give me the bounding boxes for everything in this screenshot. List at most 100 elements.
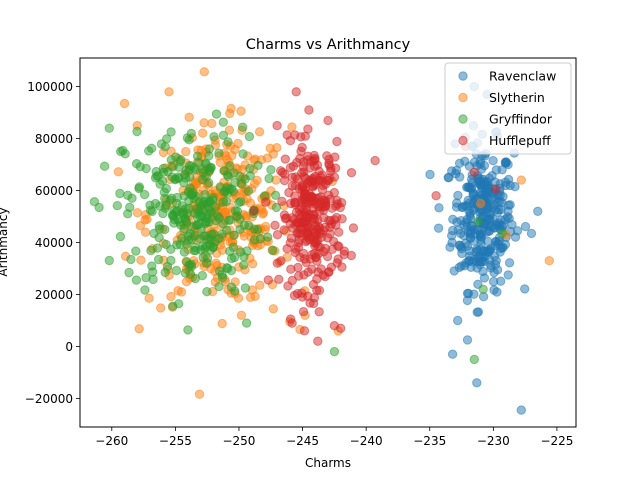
data-point bbox=[503, 206, 513, 216]
data-point bbox=[299, 326, 310, 336]
data-point bbox=[286, 233, 297, 243]
data-point bbox=[261, 221, 271, 232]
data-point bbox=[243, 186, 254, 196]
data-point bbox=[233, 138, 243, 149]
data-point bbox=[304, 105, 314, 115]
data-point bbox=[456, 216, 466, 226]
data-point bbox=[287, 122, 297, 132]
x-tick-label: −250 bbox=[222, 434, 255, 448]
data-point bbox=[479, 273, 490, 283]
data-point bbox=[134, 182, 145, 192]
data-point bbox=[199, 118, 209, 128]
data-point bbox=[241, 318, 252, 328]
data-point bbox=[492, 287, 502, 297]
data-point bbox=[249, 206, 259, 216]
data-point bbox=[112, 201, 123, 211]
data-point bbox=[327, 203, 337, 214]
y-tick-label: −20000 bbox=[25, 392, 73, 406]
data-point bbox=[482, 236, 493, 246]
data-point bbox=[544, 256, 554, 266]
series-hufflepuff bbox=[249, 87, 501, 346]
data-point bbox=[301, 237, 311, 247]
data-point bbox=[132, 126, 142, 137]
data-point bbox=[201, 158, 211, 169]
data-point bbox=[132, 208, 143, 218]
data-point bbox=[268, 304, 278, 314]
data-point bbox=[280, 169, 290, 179]
data-point bbox=[466, 184, 476, 194]
data-point bbox=[131, 246, 141, 256]
data-point bbox=[492, 196, 503, 207]
data-point bbox=[277, 196, 287, 207]
data-point bbox=[164, 87, 174, 97]
legend-marker bbox=[458, 135, 468, 146]
data-point bbox=[180, 173, 191, 183]
data-point bbox=[425, 169, 435, 180]
data-point bbox=[104, 255, 115, 266]
data-point bbox=[173, 214, 183, 225]
data-point bbox=[304, 189, 314, 199]
legend-label: Gryffindor bbox=[489, 112, 553, 127]
data-point bbox=[245, 292, 256, 302]
data-point bbox=[146, 245, 156, 256]
data-point bbox=[329, 187, 339, 198]
data-point bbox=[296, 203, 307, 213]
data-point bbox=[476, 253, 486, 264]
data-point bbox=[310, 180, 320, 190]
data-point bbox=[520, 221, 531, 232]
data-point bbox=[472, 378, 482, 388]
data-point bbox=[156, 303, 166, 313]
series-ravenclaw bbox=[425, 81, 543, 415]
data-point bbox=[291, 87, 301, 97]
legend: Ravenclaw Slytherin Gryffindor Hufflepuff bbox=[444, 62, 572, 155]
chart-title: Charms vs Arithmancy bbox=[246, 37, 411, 53]
data-point bbox=[240, 283, 251, 293]
data-point bbox=[491, 255, 501, 266]
data-point bbox=[185, 228, 196, 239]
y-tick-label: 40000 bbox=[35, 236, 73, 250]
data-point bbox=[168, 301, 178, 311]
legend-label: Hufflepuff bbox=[489, 133, 551, 148]
data-point bbox=[218, 117, 229, 127]
data-point bbox=[175, 239, 186, 250]
data-point bbox=[225, 161, 235, 171]
x-tick-label: −225 bbox=[540, 434, 573, 448]
data-point bbox=[266, 165, 276, 175]
data-point bbox=[222, 188, 233, 199]
data-point bbox=[247, 259, 258, 269]
data-point bbox=[287, 275, 297, 286]
data-point bbox=[447, 237, 457, 248]
data-point bbox=[297, 142, 307, 153]
data-point bbox=[167, 172, 177, 182]
data-point bbox=[370, 155, 380, 166]
data-point bbox=[498, 220, 509, 231]
data-point bbox=[144, 293, 154, 303]
data-point bbox=[346, 250, 356, 261]
data-point bbox=[166, 127, 176, 137]
data-point bbox=[238, 122, 248, 132]
data-point bbox=[292, 228, 302, 238]
data-point bbox=[285, 163, 296, 173]
data-point bbox=[483, 247, 493, 258]
data-point bbox=[516, 405, 526, 415]
data-point bbox=[262, 153, 273, 163]
data-point bbox=[115, 231, 126, 242]
y-tick-label: 80000 bbox=[35, 132, 73, 146]
x-axis: −260 −255 −250 −245 −240 −235 −230 −225 bbox=[95, 427, 573, 448]
data-point bbox=[297, 181, 307, 191]
data-point bbox=[153, 254, 164, 265]
data-point bbox=[104, 123, 115, 133]
data-point bbox=[274, 274, 284, 284]
data-point bbox=[235, 214, 245, 224]
data-point bbox=[99, 161, 110, 171]
data-point bbox=[145, 200, 155, 210]
data-point bbox=[161, 200, 171, 210]
data-point bbox=[314, 307, 324, 317]
data-point bbox=[226, 103, 236, 114]
data-point bbox=[488, 276, 499, 287]
data-point bbox=[299, 254, 310, 264]
data-point bbox=[504, 258, 515, 268]
data-point bbox=[160, 267, 170, 278]
data-point bbox=[303, 124, 313, 134]
